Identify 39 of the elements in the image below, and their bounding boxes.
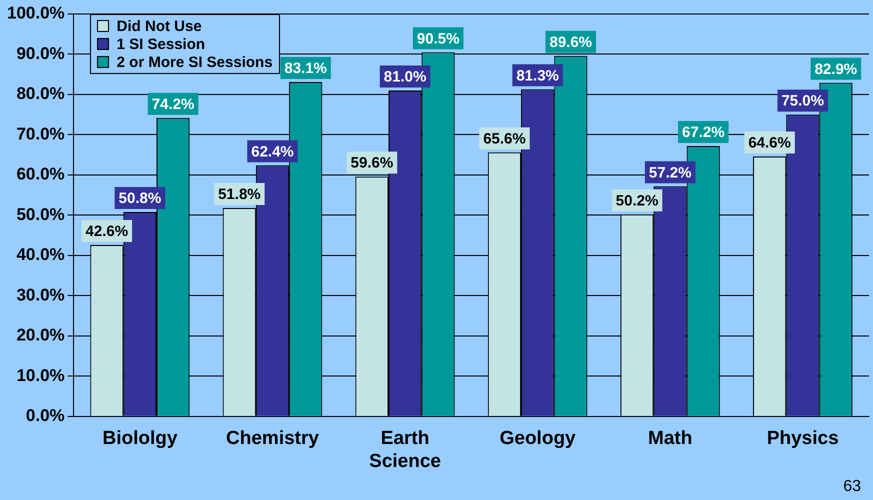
data-label: 89.6%: [549, 34, 592, 51]
data-label: 81.0%: [384, 68, 426, 86]
y-tick-label: 10.0%: [16, 366, 65, 385]
x-tick-label: Chemistry: [226, 428, 320, 450]
data-label: 42.6%: [86, 223, 128, 240]
data-label: 90.5%: [416, 30, 460, 48]
y-tick-label: 30.0%: [16, 285, 65, 304]
text: 63: [843, 478, 861, 496]
data-label: 65.6%: [483, 130, 526, 148]
data-label: 67.2%: [682, 124, 725, 142]
y-tick-label: 40.0%: [16, 245, 65, 264]
data-label: 50.8%: [118, 190, 162, 208]
legend-label: Did Not Use: [116, 18, 202, 34]
data-label: 64.6%: [748, 134, 791, 152]
legend-label: 2 or More SI Sessions: [116, 54, 273, 70]
y-tick-label: 70.0%: [16, 124, 65, 144]
y-tick-label: 60.0%: [16, 164, 65, 184]
data-label: 81.3%: [516, 67, 559, 84]
data-label: 83.1%: [284, 60, 327, 78]
data-label: 75.0%: [781, 92, 824, 110]
y-tick-label: 100.0%: [6, 4, 65, 23]
x-tick-label: Earth Science: [369, 428, 441, 472]
y-tick-label: 20.0%: [16, 326, 65, 345]
x-tick-label: Biololgy: [102, 428, 178, 450]
data-label: 62.4%: [251, 143, 294, 160]
legend-label: 1 SI Session: [116, 36, 206, 52]
data-label: 50.2%: [616, 192, 658, 210]
data-label: 51.8%: [218, 186, 261, 204]
y-tick-label: 0.0%: [26, 406, 65, 426]
data-label: 74.2%: [152, 96, 194, 113]
y-tick-label: 80.0%: [16, 84, 65, 104]
data-label: 59.6%: [350, 154, 394, 172]
x-tick-label: Geology: [500, 428, 576, 450]
y-tick-label: 50.0%: [16, 204, 65, 224]
y-tick-label: 90.0%: [16, 44, 65, 63]
x-tick-label: Math: [648, 428, 692, 450]
x-tick-label: Physics: [766, 428, 839, 450]
data-label: 82.9%: [814, 60, 858, 78]
data-label: 57.2%: [648, 164, 692, 182]
